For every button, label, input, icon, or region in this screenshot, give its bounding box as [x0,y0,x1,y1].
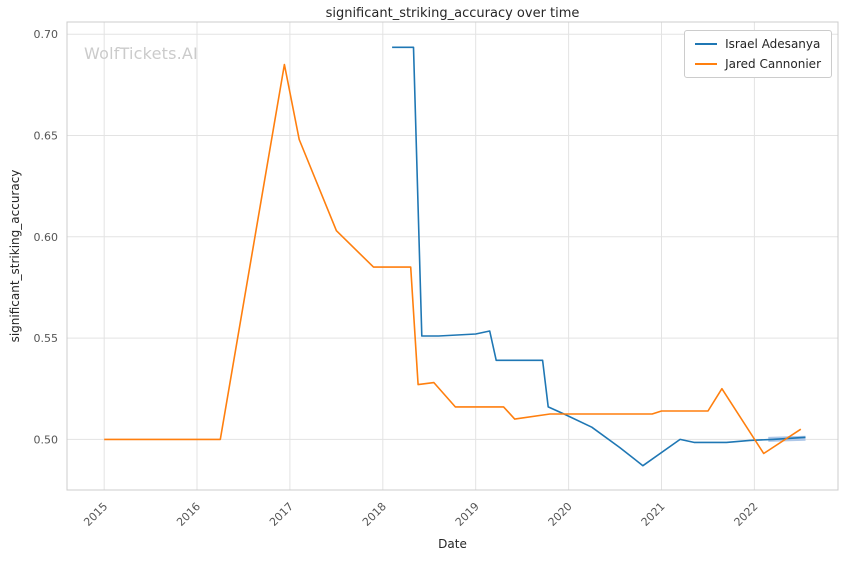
x-tick-label: 2018 [360,500,389,529]
x-tick-label: 2016 [174,500,203,529]
x-tick-label: 2015 [81,500,110,529]
legend-item-israel-adesanya: Israel Adesanya [695,37,821,51]
y-axis-label: significant_striking_accuracy [8,169,22,343]
x-tick-label: 2019 [453,500,482,529]
x-tick-label: 2020 [546,500,575,529]
x-tick-label: 2017 [267,500,296,529]
y-tick-label: 0.55 [34,332,59,345]
legend-label-israel-adesanya: Israel Adesanya [725,37,821,51]
watermark-text: WolfTickets.AI [84,44,198,63]
chart-title: significant_striking_accuracy over time [325,6,580,21]
legend-line-swatch-orange [695,63,718,65]
x-tick-label: 2021 [639,500,668,529]
series-line-1 [104,63,802,455]
legend-label-jared-cannonier: Jared Cannonier [725,57,821,71]
y-tick-label: 0.70 [34,28,59,41]
y-tick-label: 0.60 [34,231,59,244]
y-tick-label: 0.50 [34,433,59,446]
series-line-0 [392,46,806,467]
legend-item-jared-cannonier: Jared Cannonier [695,57,821,71]
x-axis-label: Date [438,537,467,551]
y-tick-label: 0.65 [34,130,59,143]
legend: Israel Adesanya Jared Cannonier [684,30,832,78]
legend-line-swatch-blue [695,43,718,45]
x-tick-label: 2022 [732,500,761,529]
plot-border [66,21,839,491]
